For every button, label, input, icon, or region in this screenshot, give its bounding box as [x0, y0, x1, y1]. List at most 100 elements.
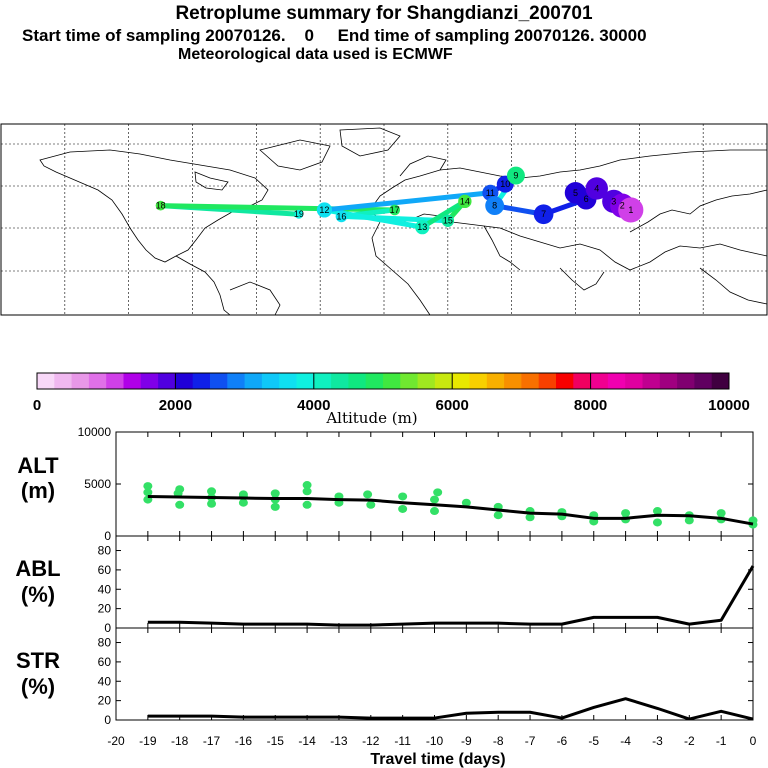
alt-scatter-point	[302, 500, 312, 509]
y-tick-label: 60	[98, 563, 112, 577]
y-tick-label: 80	[98, 636, 112, 650]
map-cluster-label: 12	[319, 205, 329, 215]
panel-ylabel-unit: (%)	[21, 582, 55, 607]
colorbar-cell	[590, 373, 609, 389]
y-tick-label: 0	[104, 713, 111, 727]
panel-abl: 0 20 40 60 80 ABL(%)	[15, 535, 755, 635]
map-cluster-13	[415, 219, 430, 235]
map-cluster-15	[441, 214, 455, 227]
colorbar-cell	[71, 373, 90, 389]
chart-subtitle-sampling-time: Start time of sampling 20070126. 0 End t…	[22, 26, 647, 45]
map-cluster-16	[335, 210, 348, 223]
colorbar-cell	[607, 373, 626, 389]
colorbar-cell	[434, 373, 453, 389]
map-cluster-label: 7	[541, 209, 546, 219]
colorbar-tick-label: 10000	[708, 397, 750, 414]
panel-ylabel: ABL	[15, 556, 60, 581]
colorbar-tick-label: 2000	[159, 397, 192, 414]
y-tick-label: 0	[104, 529, 111, 543]
map-cluster-label: 4	[594, 183, 599, 193]
x-tick-label: -7	[525, 734, 536, 748]
map-cluster-label: 15	[443, 216, 453, 226]
x-tick-label: -9	[461, 734, 472, 748]
x-tick-label: -17	[203, 734, 221, 748]
colorbar-cell	[192, 373, 211, 389]
panels-frame	[115, 431, 754, 721]
map-cluster-18	[155, 200, 166, 211]
colorbar-tick-label: 0	[33, 397, 41, 414]
x-tick-label: -18	[171, 734, 189, 748]
alt-scatter-point	[143, 488, 153, 497]
colorbar-tick-label: 4000	[297, 397, 330, 414]
colorbar-cell	[279, 373, 297, 389]
panel-alt: 0 5000 10000 ALT(m)	[17, 425, 758, 543]
alt-scatter-point	[366, 500, 376, 509]
map-track-segment	[419, 198, 468, 230]
colorbar-cell	[227, 373, 246, 389]
colorbar-cell	[261, 373, 280, 389]
colorbar-cell	[694, 373, 713, 389]
colorbar-cell	[625, 373, 643, 389]
series-line-alt	[147, 494, 754, 526]
map-trajectory-clusters	[155, 166, 644, 235]
y-tick-label: 20	[98, 694, 112, 708]
colorbar-cell	[642, 373, 661, 389]
alt-scatter-point	[430, 495, 439, 504]
colorbar-cell	[573, 373, 592, 389]
colorbar-tick-label: 6000	[436, 397, 469, 414]
panel-str: 0 20 40 60 80 STR(%)	[16, 627, 754, 727]
colorbar-cell	[123, 373, 142, 389]
altitude-colorbar: 0 2000 4000 6000 8000 10000 Altitude (m)	[33, 372, 750, 427]
alt-scatter-point	[430, 507, 439, 516]
series-line-str	[147, 697, 754, 721]
series-line-abl	[147, 565, 755, 627]
alt-scatter-point	[652, 518, 662, 527]
y-tick-label: 80	[98, 544, 112, 558]
map-cluster-label: 2	[620, 201, 625, 211]
x-tick-label: -10	[426, 734, 444, 748]
x-tick-label: -13	[330, 734, 348, 748]
colorbar-cell	[37, 373, 55, 389]
chart-title: Retroplume summary for Shangdianzi_20070…	[175, 3, 593, 24]
alt-scatter-point	[270, 502, 280, 511]
alt-scatter-point	[363, 490, 373, 499]
colorbar-cell	[417, 373, 436, 389]
alt-scatter-point	[302, 487, 312, 496]
map-track-segment	[158, 203, 398, 213]
chart-subtitle-met-data: Meteorological data used is ECMWF	[178, 46, 453, 63]
y-tick-label: 40	[98, 582, 112, 596]
x-tick-label: -6	[557, 734, 568, 748]
colorbar-cell	[54, 373, 73, 389]
colorbar-cell	[538, 373, 557, 389]
x-tick-label: -4	[620, 734, 631, 748]
y-tick-label: 20	[98, 602, 112, 616]
map-cluster-label: 8	[492, 201, 497, 211]
panel-ylabel: STR	[16, 648, 60, 673]
colorbar-cell	[365, 373, 384, 389]
map-cluster-label: 5	[573, 188, 578, 198]
map-cluster-label: 19	[294, 209, 304, 219]
alt-scatter-point	[398, 504, 408, 513]
map-cluster-1	[618, 197, 644, 223]
x-tick-label: -8	[493, 734, 504, 748]
colorbar-cell	[521, 373, 540, 389]
colorbar-cell	[210, 373, 228, 389]
alt-scatter-point	[398, 492, 408, 501]
alt-scatter-point	[684, 516, 694, 525]
map-cluster-14	[458, 194, 472, 209]
colorbar-cell	[175, 373, 194, 389]
alt-scatter-point	[621, 509, 631, 518]
alt-scatter-point	[207, 487, 217, 496]
map-cluster-label: 9	[513, 171, 518, 181]
colorbar-title: Altitude (m)	[325, 409, 417, 427]
map-cluster-12	[316, 202, 333, 218]
colorbar-cell	[452, 373, 470, 389]
x-tick-label: -14	[298, 734, 316, 748]
colorbar-cell	[140, 373, 159, 389]
map-cluster-label: 3	[611, 196, 616, 206]
x-tick-label: -15	[267, 734, 285, 748]
panel-ylabel: ALT	[17, 453, 59, 478]
alt-scatter-point	[238, 498, 248, 507]
